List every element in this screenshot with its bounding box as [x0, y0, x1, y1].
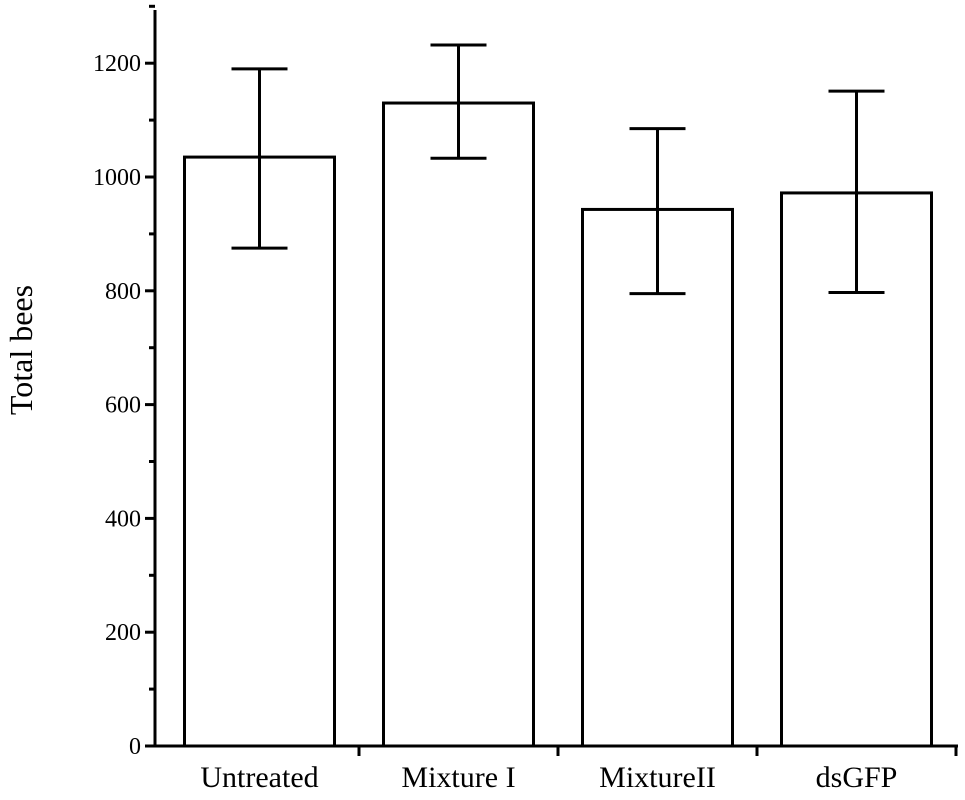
x-category-label: MixtureII	[599, 761, 716, 794]
y-tick-label: 0	[129, 734, 141, 760]
y-tick-label: 400	[105, 506, 141, 532]
y-tick-label: 1200	[93, 51, 141, 77]
x-category-label: dsGFP	[816, 761, 898, 794]
y-tick-label: 800	[105, 279, 141, 305]
x-category-label: Mixture I	[401, 761, 515, 794]
y-tick-label: 600	[105, 393, 141, 419]
x-category-label: Untreated	[200, 761, 318, 794]
plot-area: 0 200 400 600 800 1000 1200 Untreated Mixture I M…	[93, 4, 958, 794]
y-tick-label: 1000	[93, 165, 141, 191]
y-tick-label: 200	[105, 620, 141, 646]
bar	[382, 101, 535, 748]
bar	[581, 207, 734, 748]
bar	[183, 155, 336, 748]
y-axis-title: Total bees	[3, 285, 39, 415]
